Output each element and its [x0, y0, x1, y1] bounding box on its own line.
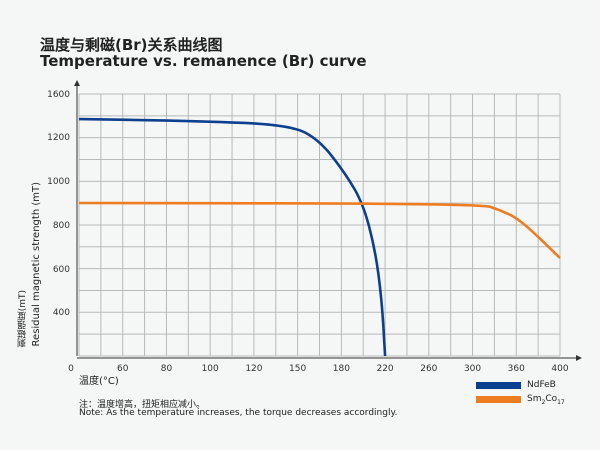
y-axis-arrow: [74, 80, 80, 86]
chart-title-cn: 温度与剩磁(Br)关系曲线图: [40, 36, 223, 54]
x-tick-label: 400: [551, 364, 568, 374]
legend-swatch: [476, 396, 521, 404]
x-tick-label: 80: [161, 364, 173, 374]
x-axis-label: 温度(°C): [79, 376, 119, 387]
x-tick-label: 100: [202, 364, 219, 374]
series-line-sm2co17: [78, 201, 561, 259]
note-en: Note: As the temperature increases, the …: [79, 408, 398, 418]
y-tick-label: 800: [53, 221, 70, 231]
y-tick-label: 1600: [47, 90, 70, 100]
y-tick-label: 400: [53, 308, 70, 318]
legend-label: NdFeB: [527, 380, 556, 390]
x-axis-arrow: [576, 355, 582, 361]
y-tick-label: 1000: [47, 177, 70, 187]
x-tick-label: 60: [117, 364, 129, 374]
legend-item-smco: Sm2Co17: [476, 394, 565, 406]
x-tick-label: 150: [289, 364, 306, 374]
y-axis-label-en: Residual magnetic strength (mT): [31, 182, 42, 347]
note-cn: 注：温度增高，扭矩相应减小。: [79, 400, 206, 410]
x-tick-label: 180: [333, 364, 350, 374]
x-tick-label: 360: [508, 364, 525, 374]
legend-swatch: [476, 381, 521, 389]
y-tick-label: 600: [53, 265, 70, 275]
legend-item-ndfeb: NdFeB: [476, 380, 556, 390]
x-tick-label: 300: [464, 364, 481, 374]
y-tick-label: 1200: [47, 133, 70, 143]
x-tick-label: 220: [376, 364, 393, 374]
x-tick-label: 0: [68, 364, 74, 374]
x-tick-label: 260: [420, 364, 437, 374]
y-axis-label-cn: 剩磁强度(mT): [18, 290, 28, 348]
legend-label: Sm2Co17: [527, 394, 565, 406]
x-tick-label: 120: [245, 364, 262, 374]
series-line-ndfeb: [78, 117, 387, 357]
chart-title-en: Temperature vs. remanence (Br) curve: [40, 52, 367, 70]
